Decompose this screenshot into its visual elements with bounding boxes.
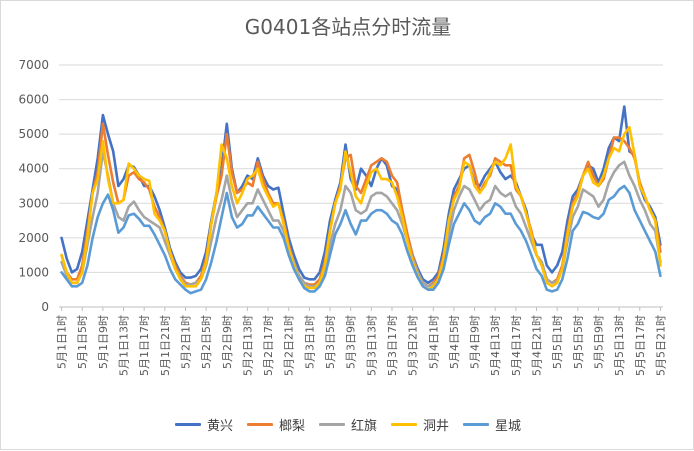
legend-label: 星城 <box>495 419 522 434</box>
legend-item: 黄兴 <box>174 415 233 434</box>
x-tick-label: 5月3日5时 <box>324 315 337 369</box>
y-tick-label: 3000 <box>18 196 49 210</box>
x-tick-label: 5月4日17时 <box>510 315 523 376</box>
legend-swatch <box>463 423 490 426</box>
x-tick-label: 5月5日1时 <box>551 315 564 369</box>
y-tick-label: 5000 <box>18 127 49 141</box>
x-tick-label: 5月2日17时 <box>262 315 275 376</box>
x-tick-label: 5月2日13时 <box>241 315 254 376</box>
y-axis: 0 1000 2000 3000 4000 5000 6000 7000 <box>18 58 49 314</box>
x-tick-label: 5月5日9时 <box>592 315 605 369</box>
legend-item: 洞井 <box>391 415 449 434</box>
x-tick-label: 5月5日13时 <box>613 315 626 376</box>
x-tick-label: 5月5日17时 <box>634 315 647 376</box>
legend-item: 榔梨 <box>246 415 305 434</box>
chart-title: G0401各站点分时流量 <box>244 15 452 39</box>
legend-label: 红旗 <box>350 419 377 434</box>
x-tick-label: 5月1日1时 <box>56 315 69 369</box>
x-tick-label: 5月3日17时 <box>386 315 399 376</box>
series-line-0 <box>60 105 662 285</box>
x-tick-label: 5月1日13时 <box>118 315 131 376</box>
x-tick-label: 5月3日21时 <box>407 315 420 376</box>
x-tick-label: 5月1日17时 <box>138 315 151 376</box>
legend-swatch <box>391 423 417 426</box>
y-tick-label: 7000 <box>18 58 49 72</box>
x-tick-label: 5月3日9时 <box>345 315 358 369</box>
x-tick-label: 5月2日1时 <box>179 315 192 369</box>
legend-label: 黄兴 <box>206 419 233 434</box>
x-tick-label: 5月4日13时 <box>489 315 502 376</box>
x-tick-label: 5月2日5时 <box>200 315 213 369</box>
x-tick-label: 5月3日1时 <box>303 315 316 369</box>
legend-item: 星城 <box>463 415 521 434</box>
legend-item: 红旗 <box>318 415 377 434</box>
x-tick-label: 5月2日9时 <box>221 315 234 369</box>
x-tick-label: 5月4日9时 <box>469 315 482 369</box>
x-tick-label: 5月5日5时 <box>572 315 585 369</box>
x-axis: 5月1日1时 5月1日5时 5月1日9时 5月1日13时 5月1日17时 5月1日21时 5… <box>56 307 667 376</box>
y-tick-label: 6000 <box>18 93 49 107</box>
y-tick-label: 0 <box>41 300 49 314</box>
legend-swatch <box>318 423 345 426</box>
legend-swatch <box>246 423 273 426</box>
x-tick-label: 5月1日9时 <box>97 315 110 369</box>
legend-label: 洞井 <box>423 419 450 434</box>
x-tick-label: 5月5日21时 <box>654 315 667 376</box>
x-tick-label: 5月4日1时 <box>427 315 440 369</box>
legend-swatch <box>174 423 201 426</box>
series-line-4 <box>60 184 662 295</box>
x-tick-label: 5月3日13时 <box>365 315 378 376</box>
legend-label: 榔梨 <box>278 419 305 434</box>
gridlines <box>59 64 663 308</box>
x-tick-label: 5月1日21时 <box>159 315 172 376</box>
y-tick-label: 2000 <box>18 231 49 245</box>
legend: 黄兴 榔梨 红旗 洞井 星城 <box>1 415 694 434</box>
x-tick-label: 5月2日21时 <box>283 315 296 376</box>
x-tick-label: 5月4日5时 <box>448 315 461 369</box>
x-tick-label: 5月1日5时 <box>76 315 89 369</box>
series-lines <box>60 105 662 295</box>
series-line-3 <box>60 125 662 292</box>
y-tick-label: 4000 <box>18 162 49 176</box>
y-tick-label: 1000 <box>18 265 49 279</box>
x-tick-label: 5月4日21时 <box>531 315 544 376</box>
